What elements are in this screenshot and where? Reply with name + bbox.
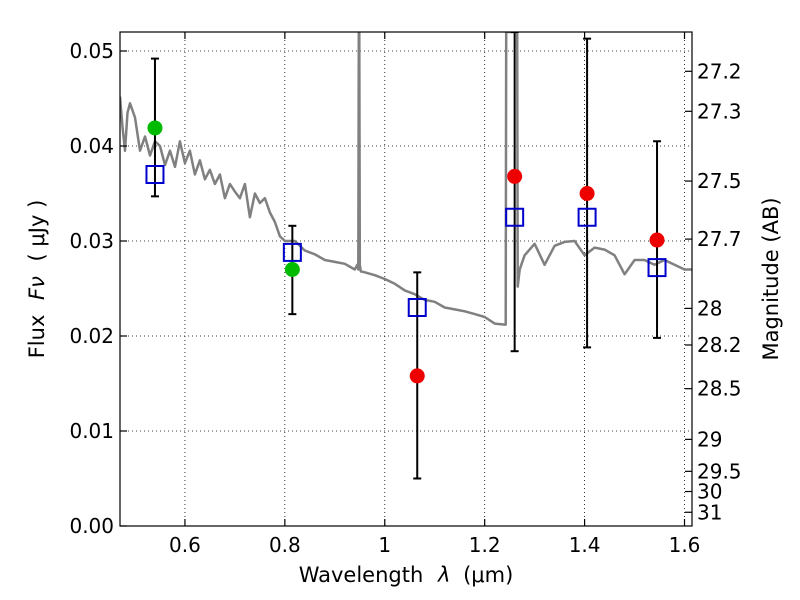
y-axis-label-unit: ( μJy ) [25, 200, 49, 262]
optical-point-0 [147, 120, 163, 136]
mag-tick-label: 27.7 [697, 227, 742, 251]
x-tick-label: 0.6 [169, 533, 201, 557]
x-tick-label: 1 [378, 533, 391, 557]
y-tick-label: 0.03 [69, 229, 114, 253]
x-tick-label: 1.4 [569, 533, 601, 557]
x-axis-label-unit: (μm) [463, 563, 513, 587]
error-bar-3 [510, 32, 519, 353]
nir-point-0 [409, 368, 425, 384]
mag-tick-label: 27.5 [697, 169, 742, 193]
y-axis-label: Flux Fν ( μJy ) [25, 200, 49, 359]
plot-frame [119, 31, 693, 527]
model-flux-square-1 [282, 242, 302, 262]
y-tick-label: 0.00 [69, 514, 114, 538]
y-tick-label: 0.01 [69, 419, 114, 443]
model-flux-square-0 [145, 165, 165, 184]
mag-tick-label: 28 [697, 296, 722, 320]
y-tick-label: 0.02 [69, 324, 114, 348]
optical-point-1 [284, 262, 300, 277]
mag-tick-label: 27.3 [697, 99, 742, 123]
grid-lines [120, 32, 692, 526]
y-axis-label-symbol: Fν [25, 276, 49, 300]
x-tick-label: 1.6 [669, 533, 701, 557]
mag-tick-label: 28.5 [697, 377, 742, 401]
model-flux-square-5 [647, 258, 667, 278]
model-flux-square-4 [577, 207, 597, 227]
nir-point-1 [507, 168, 523, 184]
mag-tick-label: 30 [697, 480, 722, 504]
sed-model-line [120, 32, 692, 326]
mag-tick-label: 29.5 [697, 459, 742, 483]
x-axis-label: Wavelength λ (μm) [299, 563, 514, 587]
x-axis-label-text: Wavelength [299, 563, 424, 587]
axis-labels: Wavelength λ (μm) Flux Fν ( μJy ) Magnit… [25, 197, 783, 587]
nir-point-2 [579, 186, 595, 201]
y-axis-label-text: Flux [25, 315, 49, 359]
mag-tick-label: 28.2 [697, 333, 742, 357]
x-tick-label: 0.8 [269, 533, 301, 557]
plot-background [120, 32, 692, 526]
nir-point-3 [649, 232, 665, 248]
mag-tick-label: 29 [697, 427, 722, 451]
data-marks [120, 32, 692, 480]
y2-axis-label: Magnitude (AB) [759, 197, 783, 360]
model-flux-square-3 [505, 207, 525, 227]
mag-tick-label: 27.2 [697, 59, 742, 83]
y-tick-label: 0.05 [69, 39, 114, 63]
axes: 0.6 0.8 1 1.2 1.4 1.6 0.00 0.01 0.02 0.03 0.04 0.05… [69, 31, 742, 557]
x-tick-label: 1.2 [469, 533, 501, 557]
y-tick-label: 0.04 [69, 134, 114, 158]
model-flux-square-2 [407, 298, 427, 317]
mag-tick-label: 31 [697, 500, 722, 524]
x-axis-label-symbol: λ [437, 563, 450, 587]
